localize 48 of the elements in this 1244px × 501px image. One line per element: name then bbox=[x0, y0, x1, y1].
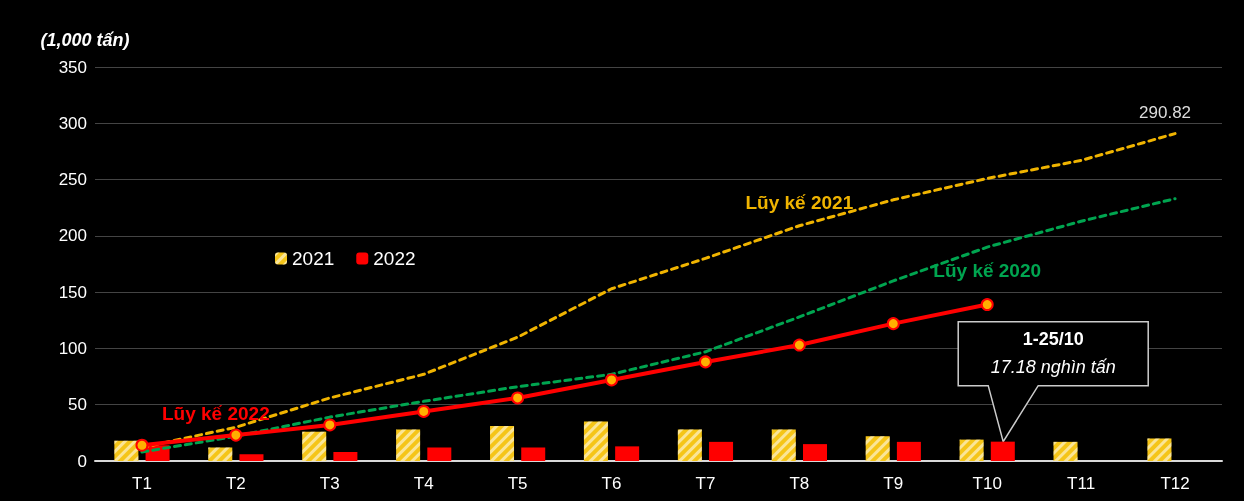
x-tick-label: T3 bbox=[319, 474, 340, 493]
y-tick-label: 250 bbox=[58, 170, 87, 190]
x-tick-label: T8 bbox=[789, 474, 810, 493]
series-label: Lũy kế 2022 bbox=[162, 402, 270, 424]
x-tick-label: T4 bbox=[413, 474, 434, 493]
y-tick-label: 50 bbox=[68, 395, 87, 415]
point bbox=[605, 373, 619, 387]
point bbox=[229, 428, 243, 442]
bar bbox=[239, 454, 264, 461]
point bbox=[323, 418, 337, 432]
y-axis-title: (1,000 tấn) bbox=[40, 30, 130, 50]
x-tick-label: T6 bbox=[601, 474, 622, 493]
bar bbox=[521, 447, 546, 461]
y-tick-label: 150 bbox=[58, 282, 87, 302]
y-tick-label: 0 bbox=[77, 451, 87, 471]
y-tick-label: 200 bbox=[58, 226, 87, 246]
x-tick-label: T12 bbox=[1160, 474, 1190, 493]
point bbox=[698, 355, 712, 369]
y-tick-label: 300 bbox=[58, 113, 87, 133]
x-tick-label: T7 bbox=[695, 474, 716, 493]
annotation: 17.18 nghìn tấn bbox=[990, 356, 1116, 377]
annotation: 1-25/10 bbox=[1022, 328, 1084, 349]
data-label: 290.82 bbox=[1139, 102, 1192, 122]
y-tick-label: 100 bbox=[58, 338, 87, 358]
x-tick-label: T11 bbox=[1067, 474, 1096, 493]
point bbox=[511, 391, 525, 405]
bar bbox=[427, 447, 452, 461]
bar bbox=[896, 441, 921, 461]
x-tick-label: T2 bbox=[225, 474, 246, 493]
point bbox=[792, 338, 806, 352]
bar bbox=[333, 451, 358, 461]
x-tick-label: T9 bbox=[883, 474, 904, 493]
bar bbox=[990, 441, 1015, 461]
point bbox=[980, 298, 994, 312]
point bbox=[135, 438, 149, 452]
series-label: Lũy kế 2020 bbox=[933, 260, 1042, 282]
bar bbox=[709, 441, 734, 461]
x-tick-label: T5 bbox=[507, 474, 528, 493]
legend-label: 2021 bbox=[292, 248, 335, 269]
bar bbox=[615, 446, 640, 461]
bar bbox=[802, 444, 827, 461]
x-tick-label: T1 bbox=[132, 474, 152, 493]
y-tick-label: 350 bbox=[58, 57, 87, 77]
point bbox=[886, 317, 900, 331]
series-label: Lũy kế 2021 bbox=[745, 191, 854, 213]
x-tick-label: T10 bbox=[972, 474, 1002, 493]
legend-label: 2022 bbox=[373, 248, 416, 269]
point bbox=[417, 404, 431, 418]
